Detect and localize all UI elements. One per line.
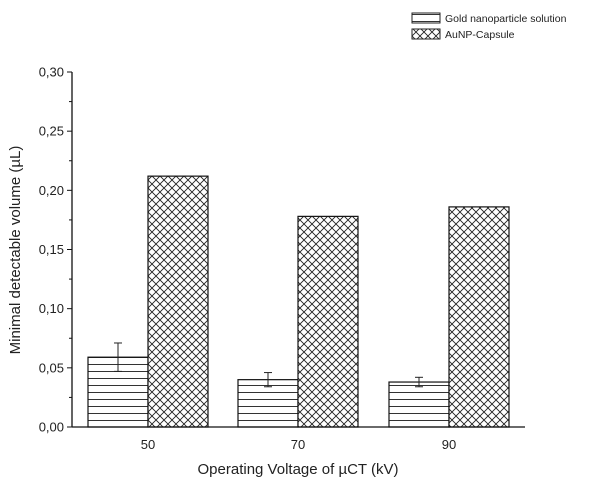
- legend-label-capsule: AuNP-Capsule: [445, 29, 515, 41]
- x-axis-label: Operating Voltage of µCT (kV): [198, 461, 399, 478]
- x-tick-label: 50: [141, 437, 155, 452]
- error-bar-90: [415, 376, 423, 388]
- legend: Gold nanoparticle solution AuNP-Capsule: [411, 12, 567, 41]
- error-bar-50: [114, 342, 122, 372]
- x-tick-label: 90: [442, 437, 456, 452]
- plot-area: 50 70 90 0,00 0,05 0,10 0,15 0,20 0,25 0,30: [39, 65, 525, 452]
- x-tick-label: 70: [291, 437, 305, 452]
- bar-capsule-90: [448, 206, 510, 428]
- legend-label-gold: Gold nanoparticle solution: [445, 13, 567, 25]
- y-tick-label: 0,30: [39, 65, 64, 80]
- error-bar-70: [264, 372, 272, 388]
- y-tick-label: 0,25: [39, 124, 64, 139]
- y-axis-label: Minimal detectable volume (µL): [7, 146, 24, 355]
- bar-capsule-50: [147, 175, 209, 428]
- legend-swatch-gold: [411, 12, 441, 24]
- y-tick-label: 0,00: [39, 420, 64, 435]
- legend-swatch-capsule: [411, 28, 441, 40]
- y-tick-label: 0,20: [39, 183, 64, 198]
- y-tick-label: 0,10: [39, 301, 64, 316]
- bar-capsule-70: [297, 215, 359, 428]
- y-tick-label: 0,05: [39, 360, 64, 375]
- y-tick-label: 0,15: [39, 242, 64, 257]
- bar-gold-90: [388, 381, 450, 428]
